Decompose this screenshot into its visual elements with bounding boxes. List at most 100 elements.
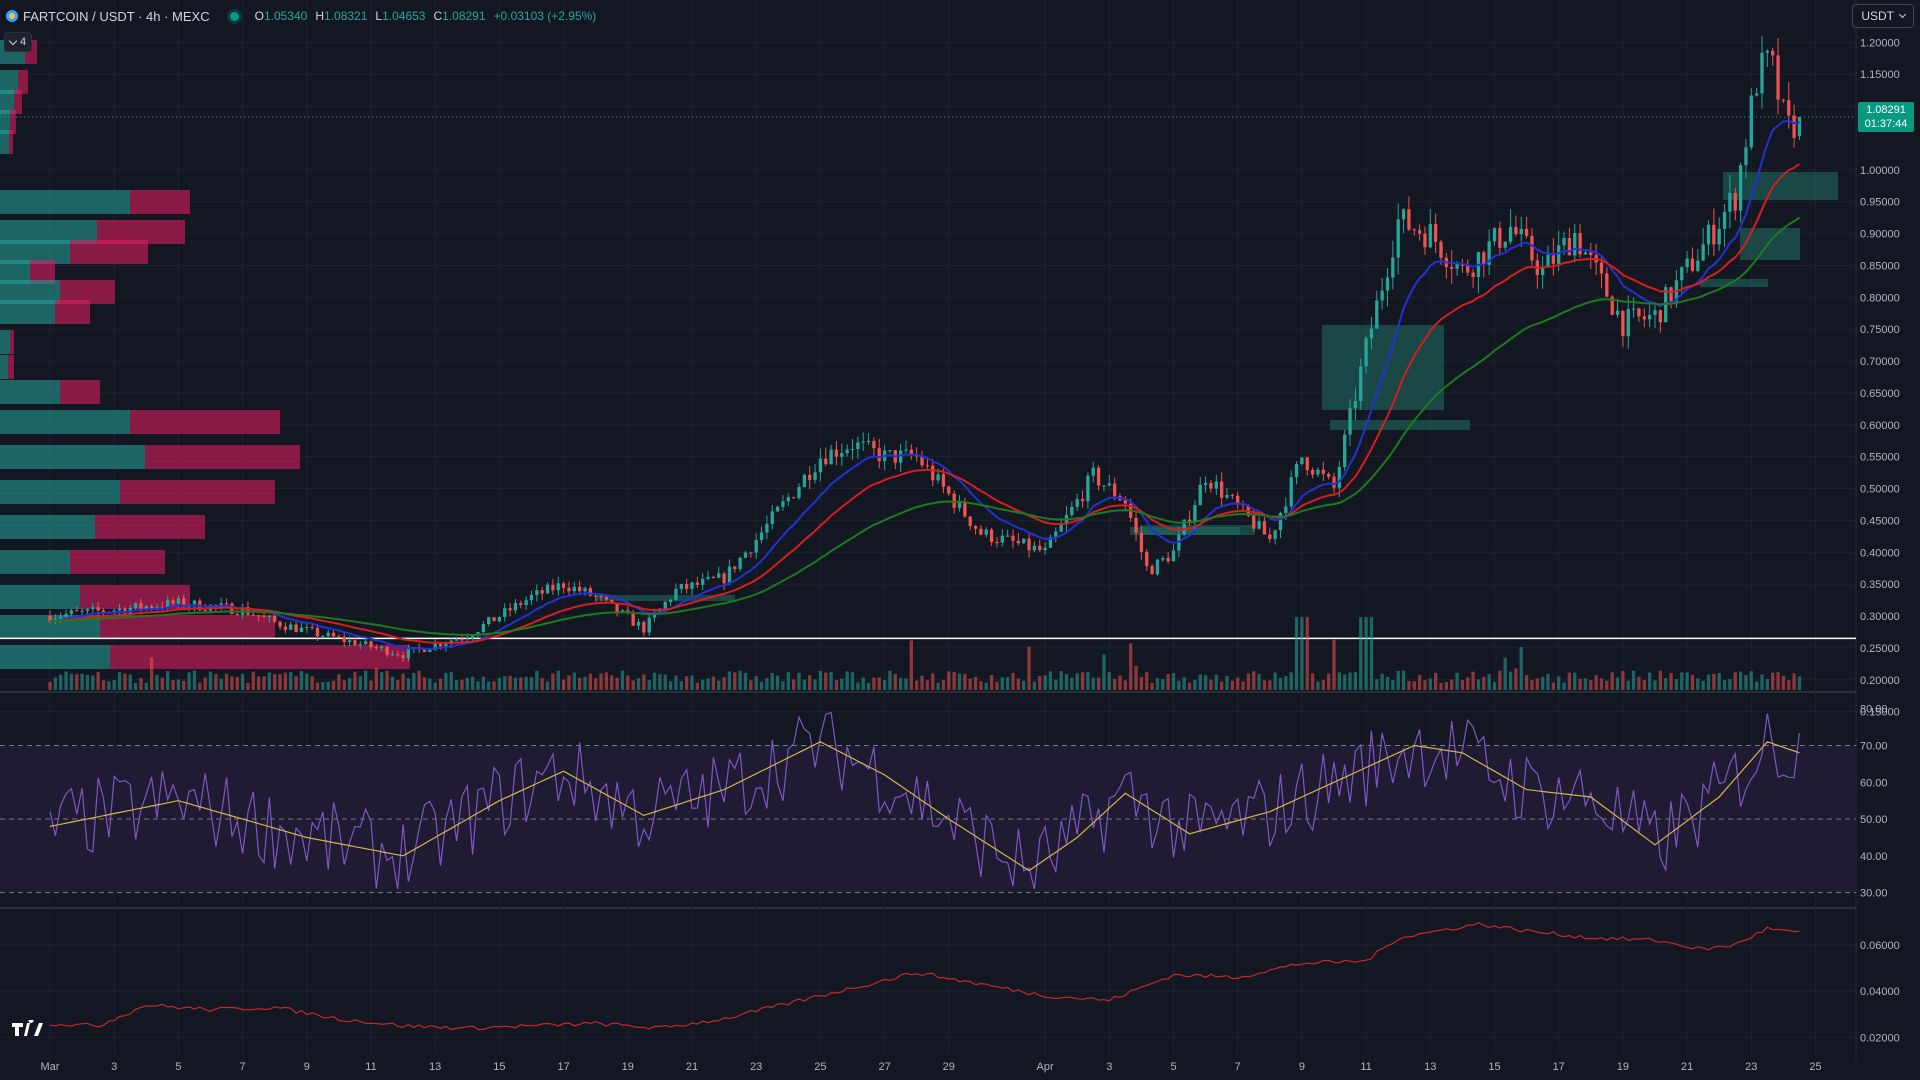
volume-bar: [1407, 680, 1411, 690]
candle: [973, 525, 978, 529]
volume-bar: [519, 677, 523, 690]
volume-bar: [208, 671, 213, 690]
candle: [315, 627, 320, 637]
candle: [251, 614, 255, 616]
volume-bar: [594, 678, 598, 690]
volume-bar: [1460, 680, 1465, 690]
candle: [979, 528, 983, 535]
candle: [1182, 519, 1186, 535]
candle: [904, 449, 908, 451]
candle: [144, 606, 148, 609]
price-tick-label: 0.75000: [1860, 324, 1900, 336]
volume-bar: [1054, 679, 1058, 690]
volume-bar: [1471, 671, 1475, 690]
price-axis[interactable]: 1.200001.150001.100001.000000.950000.900…: [1860, 37, 1900, 1044]
price-tick-label: 0.35000: [1860, 579, 1900, 591]
candle: [235, 614, 239, 616]
volume-bar: [331, 680, 336, 690]
candle: [1460, 263, 1465, 266]
volume-bar: [406, 678, 411, 690]
tradingview-logo[interactable]: [10, 1020, 44, 1038]
high-label: H: [315, 9, 325, 23]
volume-bar: [1792, 673, 1796, 690]
candle: [615, 602, 619, 613]
symbol-title[interactable]: FARTCOIN / USDT · 4h · MEXC: [23, 8, 210, 24]
candle: [642, 622, 646, 633]
candle: [1391, 257, 1395, 278]
candle: [556, 583, 560, 591]
rsi-tick-label: 70.00: [1860, 740, 1888, 752]
price-tick-label: 0.85000: [1860, 260, 1900, 272]
volume-bar: [1171, 673, 1176, 690]
volume-bar: [1685, 672, 1689, 690]
candle: [1423, 233, 1427, 248]
candle: [1086, 475, 1090, 502]
volume-profile-sell: [70, 550, 165, 574]
volume-bar: [631, 680, 635, 690]
volume-bar: [733, 672, 737, 690]
volume-bar: [1738, 671, 1743, 690]
price-tick-label: 0.15000: [1860, 707, 1900, 719]
time-tick-label: 21: [1681, 1061, 1693, 1073]
volume-profile-sell: [18, 70, 28, 94]
candle: [155, 607, 159, 609]
volume-profile-sell: [10, 110, 16, 134]
time-tick-label: 25: [1809, 1061, 1821, 1073]
volume-bar: [861, 677, 865, 690]
volume-bar: [1744, 675, 1748, 690]
volume-bar: [626, 675, 630, 690]
volume-bar: [1567, 672, 1572, 690]
volume-bar: [75, 674, 79, 690]
price-tick-label: 0.45000: [1860, 515, 1900, 527]
candle: [1776, 55, 1780, 100]
volume-bar: [1787, 680, 1791, 690]
volume-bar: [1749, 671, 1753, 690]
volume-bar: [1182, 677, 1186, 690]
candle: [1070, 506, 1074, 515]
candle: [1749, 95, 1753, 148]
candle: [915, 455, 919, 457]
candle: [422, 648, 427, 653]
candle: [1787, 100, 1791, 116]
volume-bar: [160, 677, 165, 690]
volume-bar: [722, 677, 726, 690]
volume-bar: [1375, 679, 1379, 690]
candle: [481, 624, 486, 633]
candle: [1599, 262, 1604, 274]
candle: [1771, 50, 1775, 56]
volume-bar: [503, 676, 507, 690]
volume-bar: [1091, 677, 1095, 690]
price-tick-label: 1.00000: [1860, 165, 1900, 177]
candle: [1214, 481, 1218, 489]
time-axis[interactable]: Mar 3 5 7 9 11 13 15 17 19 21 23 25 27 29 Apr 3 5 7 9 11 13 15…: [41, 1061, 1822, 1073]
time-tick-label: 9: [304, 1061, 310, 1073]
candle: [781, 501, 785, 507]
candle: [353, 640, 357, 646]
volume-bar: [1380, 673, 1384, 690]
volume-bar: [428, 678, 432, 690]
volume-bar: [856, 682, 860, 690]
volume-bar: [802, 679, 807, 690]
currency-selector[interactable]: USDT: [1852, 4, 1914, 28]
candle: [834, 449, 839, 457]
currency-value: USDT: [1861, 9, 1894, 23]
volume-profile-sell: [70, 240, 148, 264]
candle: [545, 584, 550, 594]
candle: [1508, 226, 1513, 242]
volume-bar: [920, 675, 924, 690]
price-tick-label: 0.60000: [1860, 420, 1900, 432]
volume-bar: [107, 681, 111, 690]
candle: [1551, 254, 1556, 264]
volume-bar: [1674, 679, 1679, 690]
candle: [112, 610, 116, 613]
volume-bar: [1519, 647, 1523, 690]
candle: [321, 636, 325, 638]
volume-bar: [1273, 672, 1277, 690]
volume-bar: [492, 681, 496, 690]
candle: [1722, 211, 1727, 229]
indicators-collapse-button[interactable]: 4: [4, 32, 33, 52]
volume-bar: [1300, 617, 1304, 690]
time-tick-label: 17: [1553, 1061, 1565, 1073]
volume-bar: [48, 681, 52, 690]
